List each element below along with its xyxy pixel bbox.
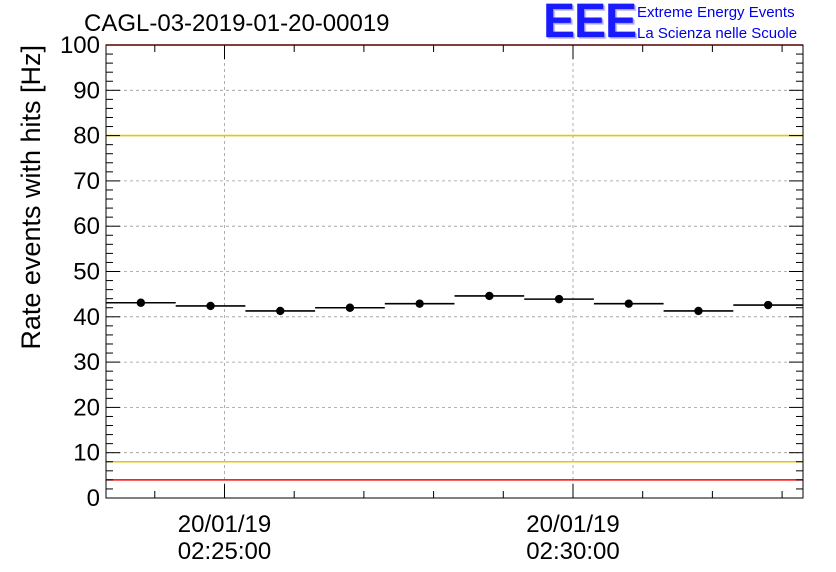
data-point (624, 299, 633, 308)
y-tick-label: 30 (73, 349, 100, 376)
y-tick-label: 100 (60, 32, 100, 59)
y-tick-label: 70 (73, 168, 100, 195)
data-point (136, 298, 146, 307)
x-tick-label-time: 02:25:00 (178, 538, 271, 565)
y-tick-label: 20 (73, 394, 100, 421)
x-tick-label-date: 20/01/19 (526, 511, 619, 538)
y-tick-label: 50 (73, 259, 100, 286)
data-point (694, 306, 703, 316)
data-point (415, 299, 424, 308)
y-tick-label: 0 (87, 485, 100, 512)
logo-subtitle-1: Extreme Energy Events (637, 4, 795, 21)
data-point (554, 294, 564, 304)
y-tick-label: 80 (73, 123, 100, 150)
eee-logo: EEE (543, 0, 637, 48)
data-point (345, 303, 355, 312)
data-point (276, 306, 285, 316)
x-tick-label-time: 02:30:00 (526, 538, 619, 565)
logo-subtitle-2: La Scienza nelle Scuole (637, 25, 798, 42)
data-point (206, 301, 215, 311)
run-title: CAGL-03-2019-01-20-00019 (84, 10, 390, 37)
data-point (485, 291, 494, 301)
x-tick-label-date: 20/01/19 (178, 511, 271, 538)
y-tick-label: 60 (73, 213, 100, 240)
data-point (763, 300, 773, 310)
y-tick-label: 90 (73, 77, 100, 104)
y-tick-label: 40 (73, 304, 100, 331)
y-tick-label: 10 (73, 440, 100, 467)
y-axis-title: Rate events with hits [Hz] (16, 45, 46, 350)
